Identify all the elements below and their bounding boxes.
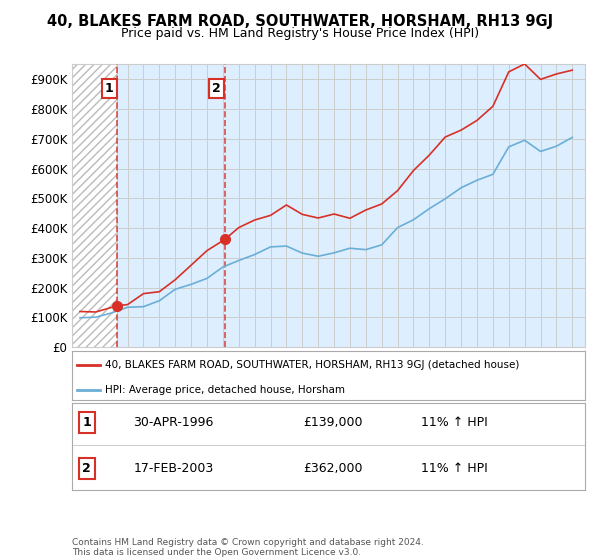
Text: 40, BLAKES FARM ROAD, SOUTHWATER, HORSHAM, RH13 9GJ (detached house): 40, BLAKES FARM ROAD, SOUTHWATER, HORSHA…	[106, 360, 520, 370]
Text: Contains HM Land Registry data © Crown copyright and database right 2024.
This d: Contains HM Land Registry data © Crown c…	[72, 538, 424, 557]
Text: Price paid vs. HM Land Registry's House Price Index (HPI): Price paid vs. HM Land Registry's House …	[121, 27, 479, 40]
Bar	[72, 64, 117, 347]
Text: 40, BLAKES FARM ROAD, SOUTHWATER, HORSHAM, RH13 9GJ: 40, BLAKES FARM ROAD, SOUTHWATER, HORSHA…	[47, 14, 553, 29]
Bar	[72, 64, 117, 347]
Text: 1: 1	[104, 82, 113, 95]
Text: 11% ↑ HPI: 11% ↑ HPI	[421, 462, 488, 475]
Text: 11% ↑ HPI: 11% ↑ HPI	[421, 416, 488, 429]
Text: 2: 2	[82, 462, 91, 475]
Text: £362,000: £362,000	[303, 462, 362, 475]
Text: 30-APR-1996: 30-APR-1996	[134, 416, 214, 429]
Text: 17-FEB-2003: 17-FEB-2003	[134, 462, 214, 475]
Text: 2: 2	[212, 82, 221, 95]
Text: £139,000: £139,000	[303, 416, 362, 429]
Text: HPI: Average price, detached house, Horsham: HPI: Average price, detached house, Hors…	[106, 385, 346, 395]
Text: 1: 1	[82, 416, 91, 429]
